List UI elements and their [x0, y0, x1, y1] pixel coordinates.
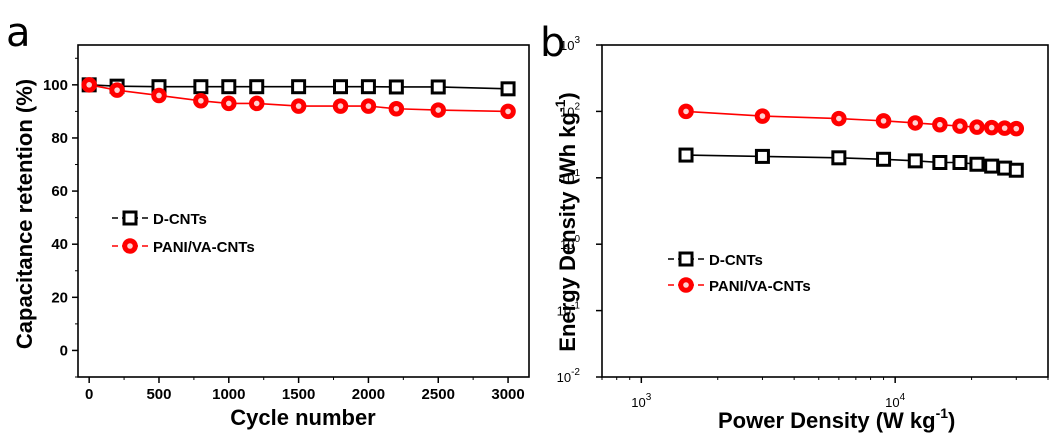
data-point-pani-va-cnts-b — [831, 110, 847, 127]
data-point-d-cnts-a — [333, 79, 349, 95]
data-point-pani-va-cnts-a — [500, 103, 516, 120]
data-point-pani-va-cnts-b — [1008, 120, 1025, 137]
legend-label-d-cnts-a: D-CNTs — [153, 211, 207, 228]
legend-label-pani-b: PANI/VA-CNTs — [709, 278, 811, 295]
y-tick-label-a: 20 — [51, 289, 68, 306]
data-point-d-cnts-a — [430, 79, 446, 95]
y-tick-label-b: 10-2 — [557, 367, 581, 385]
data-point-d-cnts-a — [249, 79, 265, 95]
data-point-pani-va-cnts-a — [388, 100, 405, 117]
ticks-b: 103 104 10-2 10-1 100 101 102 103 — [557, 35, 1049, 410]
data-point-pani-va-cnts-b — [754, 108, 771, 124]
data-point-pani-va-cnts-a — [290, 98, 307, 114]
x-axis-title-a: Cycle number — [230, 405, 376, 430]
data-point-d-cnts-a — [291, 79, 307, 95]
y-tick-label-b: 100 — [560, 234, 580, 252]
data-point-d-cnts-b — [831, 150, 847, 166]
y-tick-label-a: 100 — [43, 77, 68, 94]
legend-marker-d-cnts-b — [678, 251, 694, 267]
data-point-pani-va-cnts-b — [952, 118, 968, 134]
data-point-d-cnts-a — [500, 81, 516, 97]
x-tick-label-a: 2000 — [352, 386, 385, 403]
x-axis-title-b: Power Density (W kg-1) — [718, 405, 955, 433]
y-axis-title-a: Capacitance retention (%) — [12, 79, 37, 349]
legend-label-pani-a: PANI/VA-CNTs — [153, 239, 255, 256]
data-point-d-cnts-b — [754, 148, 770, 164]
data-point-pani-va-cnts-b — [932, 116, 948, 133]
panel-b: b 103 104 10-2 10-1 100 101 102 103 Power Densi… — [540, 20, 1049, 433]
data-point-d-cnts-b — [932, 154, 948, 170]
data-point-pani-va-cnts-b — [907, 115, 924, 131]
x-tick-label-a: 1500 — [282, 386, 315, 403]
data-point-pani-va-cnts-a — [332, 98, 349, 114]
y-tick-label-b: 102 — [560, 101, 580, 119]
data-point-pani-va-cnts-b — [678, 103, 694, 120]
data-point-pani-va-cnts-a — [248, 95, 265, 112]
legend-marker-d-cnts-a — [122, 210, 138, 226]
x-tick-label-a: 1000 — [212, 386, 245, 403]
x-tick-label-a: 3000 — [491, 386, 524, 403]
data-point-d-cnts-a — [193, 79, 209, 95]
y-tick-label-b: 103 — [560, 35, 580, 53]
y-tick-label-a: 80 — [51, 130, 68, 147]
y-tick-label-a: 0 — [60, 342, 68, 359]
x-tick-label-b: 104 — [885, 392, 905, 410]
data-point-d-cnts-b — [907, 153, 923, 169]
data-point-pani-va-cnts-a — [193, 93, 209, 109]
legend-item-pani-a: PANI/VA-CNTs — [112, 238, 255, 256]
legend-a: D-CNTs PANI/VA-CNTs — [112, 210, 255, 256]
series-a — [81, 77, 516, 120]
data-point-pani-va-cnts-a — [430, 102, 446, 118]
y-tick-label-b: 10-1 — [557, 301, 581, 319]
plot-frame-b — [601, 44, 1049, 378]
legend-item-d-cnts-b: D-CNTs — [668, 251, 763, 269]
data-point-d-cnts-b — [678, 147, 694, 163]
data-point-pani-va-cnts-b — [875, 113, 892, 129]
y-tick-label-b: 101 — [560, 168, 580, 186]
data-point-d-cnts-b — [984, 158, 1000, 174]
x-tick-label-a: 0 — [85, 386, 93, 403]
data-point-d-cnts-a — [388, 79, 404, 95]
data-point-d-cnts-a — [360, 79, 376, 95]
data-point-d-cnts-b — [952, 154, 968, 170]
series-b — [678, 103, 1025, 178]
y-tick-label-a: 60 — [51, 183, 68, 200]
y-axis-title-b: Energy Density (Wh kg-1) — [552, 92, 580, 351]
x-tick-label-a: 500 — [146, 386, 171, 403]
panel-label-b: b — [540, 20, 565, 66]
data-point-d-cnts-b — [969, 156, 985, 172]
data-point-d-cnts-b — [876, 151, 892, 167]
data-point-d-cnts-a — [221, 79, 237, 95]
data-point-pani-va-cnts-b — [969, 119, 985, 135]
legend-label-d-cnts-b: D-CNTs — [709, 252, 763, 269]
x-tick-label-b: 103 — [631, 392, 651, 410]
data-point-pani-va-cnts-b — [983, 119, 1000, 136]
data-point-pani-va-cnts-a — [109, 82, 125, 98]
legend-item-pani-b: PANI/VA-CNTs — [668, 277, 811, 295]
panel-label-a: a — [6, 10, 31, 56]
legend-item-d-cnts-a: D-CNTs — [112, 210, 207, 228]
data-point-d-cnts-b — [1008, 162, 1024, 178]
data-point-pani-va-cnts-a — [81, 77, 97, 93]
y-tick-label-a: 40 — [51, 236, 68, 253]
data-point-pani-va-cnts-a — [221, 95, 237, 112]
plot-frame-a — [77, 44, 530, 378]
x-tick-label-a: 2500 — [422, 386, 455, 403]
ticks-a: 0 500 1000 1500 2000 2500 3000 0 20 40 60 80 100 — [43, 57, 525, 403]
legend-b: D-CNTs PANI/VA-CNTs — [668, 251, 811, 295]
data-point-pani-va-cnts-a — [360, 98, 377, 114]
data-point-pani-va-cnts-a — [151, 87, 167, 104]
panel-a: a 0 500 1000 1500 2000 2500 3000 0 20 40 60 80 100 C… — [6, 10, 530, 430]
